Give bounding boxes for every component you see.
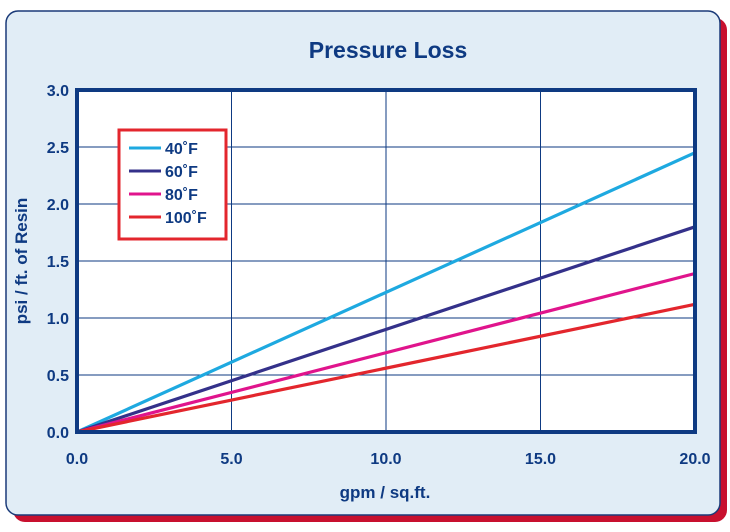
x-tick-labels: 0.0 5.0 10.0 15.0 20.0 xyxy=(66,451,711,468)
chart-title: Pressure Loss xyxy=(309,37,468,63)
y-tick-labels: 0.0 0.5 1.0 1.5 2.0 2.5 3.0 xyxy=(47,83,69,442)
x-axis-label: gpm / sq.ft. xyxy=(340,483,431,502)
y-tick-label-0: 0.0 xyxy=(47,425,69,442)
y-tick-label-3: 1.5 xyxy=(47,254,69,271)
legend-label-80f: 80˚F xyxy=(165,187,198,204)
y-tick-label-4: 2.0 xyxy=(47,197,69,214)
series-line-2 xyxy=(75,271,697,434)
x-tick-label-2: 10.0 xyxy=(370,451,401,468)
x-tick-label-3: 15.0 xyxy=(525,451,556,468)
x-tick-label-0: 0.0 xyxy=(66,451,88,468)
x-tick-label-1: 5.0 xyxy=(220,451,242,468)
y-tick-label-1: 0.5 xyxy=(47,368,69,385)
legend: 40˚F 60˚F 80˚F 100˚F xyxy=(117,128,228,241)
x-tick-label-4: 20.0 xyxy=(679,451,710,468)
y-tick-label-6: 3.0 xyxy=(47,83,69,100)
y-tick-label-5: 2.5 xyxy=(47,140,69,157)
series-lines xyxy=(75,151,697,434)
legend-label-60f: 60˚F xyxy=(165,164,198,181)
y-axis-label: psi / ft. of Resin xyxy=(12,198,31,325)
legend-label-100f: 100˚F xyxy=(165,210,207,227)
plot-border xyxy=(75,88,697,434)
legend-label-40f: 40˚F xyxy=(165,141,198,158)
series-line-3 xyxy=(75,302,697,434)
y-tick-label-2: 1.0 xyxy=(47,311,69,328)
series-line-0 xyxy=(75,151,697,434)
series-line-1 xyxy=(75,225,697,434)
